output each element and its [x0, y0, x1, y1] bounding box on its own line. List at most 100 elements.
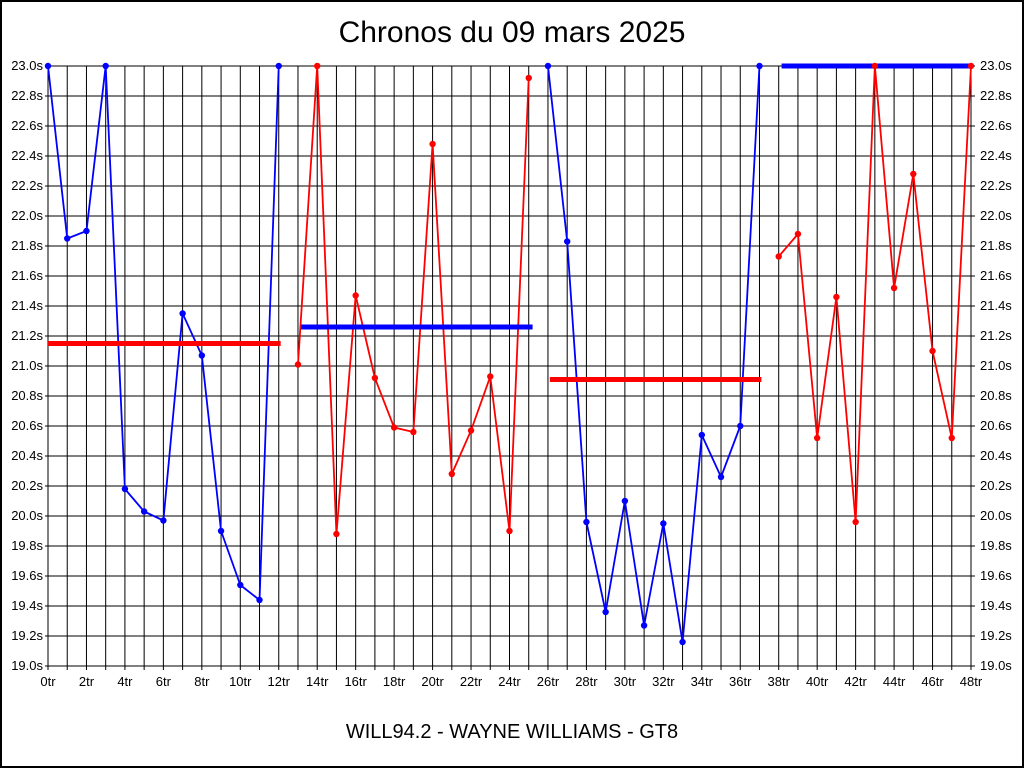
y-axis-tick-label-left: 19.0s: [11, 658, 43, 673]
data-point-marker: [544, 62, 552, 70]
data-point-marker: [640, 622, 648, 629]
data-point-marker: [852, 518, 859, 526]
data-point-marker: [294, 361, 302, 368]
data-point-marker: [698, 431, 705, 439]
data-point-marker: [563, 238, 571, 245]
data-point-marker: [140, 508, 148, 515]
data-point-marker: [756, 62, 763, 70]
x-axis-tick-label: 42tr: [844, 674, 867, 689]
y-axis-tick-label-left: 22.0s: [11, 208, 43, 223]
x-axis-tick-label: 10tr: [229, 674, 252, 689]
data-point-marker: [583, 518, 590, 526]
x-axis-tick-label: 44tr: [883, 674, 906, 689]
x-axis-tick-label: 6tr: [156, 674, 172, 689]
series-line-blue-stint-2: [547, 65, 761, 643]
data-point-marker: [352, 292, 359, 299]
data-point-marker: [794, 230, 802, 238]
data-point-marker: [429, 140, 436, 148]
y-axis-tick-label-left: 21.4s: [11, 298, 43, 313]
y-axis-tick-label-right: 20.0s: [980, 508, 1012, 523]
data-point-marker: [487, 373, 494, 380]
data-point-marker: [737, 422, 744, 430]
data-point-marker: [717, 473, 725, 481]
x-axis-tick-label: 12tr: [268, 674, 291, 689]
y-axis-tick-label-left: 21.0s: [11, 358, 43, 373]
x-axis-tick-label: 46tr: [921, 674, 944, 689]
data-point-marker: [871, 62, 879, 70]
y-axis-tick-label-right: 19.4s: [980, 598, 1012, 613]
y-axis-tick-label-left: 22.2s: [11, 178, 43, 193]
data-point-marker: [256, 596, 263, 604]
x-axis-tick-label: 30tr: [614, 674, 637, 689]
y-axis-tick-label-right: 22.6s: [980, 118, 1012, 133]
y-axis-tick-label-right: 19.0s: [980, 658, 1012, 673]
x-axis-tick-label: 28tr: [575, 674, 598, 689]
y-axis-tick-label-right: 19.8s: [980, 538, 1012, 553]
y-axis-tick-label-right: 20.6s: [980, 418, 1012, 433]
x-axis-tick-label: 32tr: [652, 674, 675, 689]
x-axis-tick-label: 2tr: [79, 674, 95, 689]
data-point-marker: [217, 527, 225, 535]
data-point-marker: [967, 62, 975, 70]
x-axis-tick-label: 22tr: [460, 674, 483, 689]
y-axis-tick-label-right: 19.2s: [980, 628, 1012, 643]
x-axis-tick-label: 36tr: [729, 674, 752, 689]
y-axis-tick-label-right: 21.8s: [980, 238, 1012, 253]
x-axis-tick-label: 16tr: [344, 674, 367, 689]
data-point-marker: [275, 62, 282, 70]
y-axis-tick-label-left: 20.6s: [11, 418, 43, 433]
data-point-marker: [948, 434, 955, 442]
y-axis-tick-label-right: 21.4s: [980, 298, 1012, 313]
x-axis-tick-label: 40tr: [806, 674, 829, 689]
y-axis-tick-label-right: 23.0s: [980, 58, 1012, 73]
y-axis-tick-label-left: 19.4s: [11, 598, 43, 613]
data-point-marker: [448, 470, 456, 478]
y-axis-tick-label-left: 22.6s: [11, 118, 43, 133]
data-point-marker: [102, 62, 109, 70]
data-point-marker: [371, 374, 379, 382]
data-point-marker: [833, 293, 840, 301]
y-axis-tick-label-right: 22.4s: [980, 148, 1012, 163]
data-point-marker: [121, 485, 129, 493]
plot-border: [47, 65, 972, 667]
y-axis-tick-label-left: 19.2s: [11, 628, 43, 643]
x-axis-tick-label: 38tr: [768, 674, 791, 689]
y-axis-tick-label-left: 19.8s: [11, 538, 43, 553]
data-point-marker: [179, 310, 186, 317]
data-point-marker: [525, 74, 532, 82]
y-axis-tick-label-right: 22.8s: [980, 88, 1012, 103]
x-axis-tick-label: 0tr: [40, 674, 56, 689]
y-axis-tick-label-right: 20.2s: [980, 478, 1012, 493]
y-axis-tick-label-right: 19.6s: [980, 568, 1012, 583]
data-point-marker: [410, 428, 417, 436]
data-point-marker: [929, 347, 936, 355]
data-point-marker: [64, 235, 71, 242]
data-point-marker: [390, 424, 398, 431]
y-axis-tick-label-left: 23.0s: [11, 58, 43, 73]
data-point-marker: [467, 427, 475, 434]
data-point-marker: [660, 520, 667, 527]
y-axis-tick-label-left: 19.6s: [11, 568, 43, 583]
x-axis-tick-label: 4tr: [117, 674, 133, 689]
x-axis-tick-label: 48tr: [960, 674, 983, 689]
x-axis-tick-label: 26tr: [537, 674, 560, 689]
y-axis-tick-label-left: 20.8s: [11, 388, 43, 403]
y-axis-tick-label-left: 20.4s: [11, 448, 43, 463]
y-axis-tick-label-left: 20.0s: [11, 508, 43, 523]
data-point-marker: [506, 527, 513, 535]
y-axis-tick-label-right: 22.0s: [980, 208, 1012, 223]
y-axis-tick-label-right: 22.2s: [980, 178, 1012, 193]
data-point-marker: [890, 284, 898, 292]
y-axis-tick-label-left: 21.8s: [11, 238, 43, 253]
data-point-marker: [910, 170, 917, 178]
x-axis-tick-label: 18tr: [383, 674, 406, 689]
data-point-marker: [813, 434, 821, 442]
data-point-marker: [198, 352, 206, 359]
y-axis-tick-label-left: 22.8s: [11, 88, 43, 103]
x-axis-tick-label: 24tr: [498, 674, 521, 689]
chart-title: Chronos du 09 mars 2025: [338, 16, 686, 49]
x-axis-tick-label: 8tr: [194, 674, 210, 689]
y-axis-tick-label-left: 20.2s: [11, 478, 43, 493]
